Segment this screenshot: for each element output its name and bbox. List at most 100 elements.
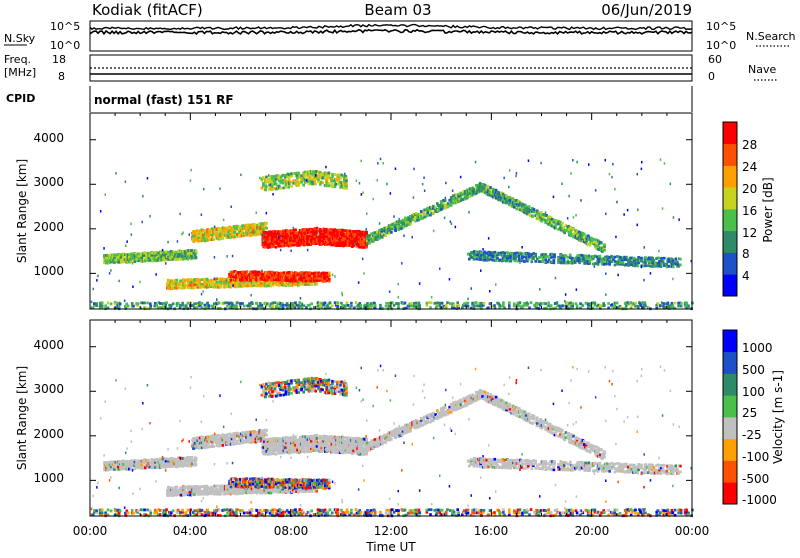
power-speck <box>243 232 245 235</box>
power-cell <box>658 257 661 260</box>
power-cell <box>302 184 305 187</box>
power-cell <box>204 304 207 307</box>
power-speck <box>611 176 613 179</box>
power-cell <box>241 302 244 305</box>
velocity-cell <box>202 436 205 439</box>
power-cell <box>679 264 682 267</box>
power-speck <box>96 279 98 282</box>
power-cell <box>184 282 187 285</box>
beam-label: Beam 03 <box>364 1 431 19</box>
power-speck <box>575 214 577 217</box>
power-cell <box>258 305 261 308</box>
power-speck <box>561 183 563 186</box>
power-cell <box>265 222 268 225</box>
power-speck <box>300 297 302 300</box>
power-speck <box>256 212 258 215</box>
power-speck <box>472 191 474 194</box>
power-speck <box>570 172 572 175</box>
power-speck <box>641 161 643 164</box>
power-speck <box>678 257 680 260</box>
power-cell <box>594 302 597 305</box>
power-cell <box>445 304 448 307</box>
power-cell <box>385 302 388 305</box>
power-cell <box>603 304 606 307</box>
power-speck <box>379 222 381 225</box>
power-cell <box>521 255 524 258</box>
colorbar-swatch <box>723 144 737 166</box>
power-cell <box>569 254 572 257</box>
power-speck <box>315 174 317 177</box>
power-cell <box>271 277 274 280</box>
power-cell <box>534 253 537 256</box>
nave-tick-top: 60 <box>708 53 722 66</box>
colorbar-swatch <box>723 231 737 253</box>
power-cell <box>660 265 663 268</box>
power-cell <box>397 302 400 305</box>
power-ytick-2000: 2000 <box>33 220 64 234</box>
power-cell <box>256 302 259 305</box>
nsky-noise-trace <box>90 25 692 34</box>
power-cell <box>519 301 522 304</box>
power-cell <box>282 179 285 182</box>
power-cell <box>674 302 677 305</box>
power-speck <box>268 174 270 177</box>
nsearch-tick-top: 10^5 <box>706 20 736 33</box>
power-cell <box>496 257 499 260</box>
power-cell <box>335 183 338 186</box>
power-cell <box>584 255 587 258</box>
power-speck <box>302 273 304 276</box>
power-cell <box>409 223 412 226</box>
power-speck <box>595 189 597 192</box>
velocity-cell <box>144 466 147 469</box>
power-cbar-tick-20: 20 <box>742 182 757 196</box>
colorbar-swatch <box>723 187 737 209</box>
power-speck <box>605 159 607 162</box>
velocity-cell <box>223 434 226 437</box>
power-speck <box>545 212 547 215</box>
power-cell <box>236 301 239 304</box>
power-speck <box>475 161 477 164</box>
power-cell <box>553 259 556 262</box>
power-cell <box>337 305 340 308</box>
power-cell <box>282 182 285 185</box>
power-cell <box>282 279 285 282</box>
power-cell <box>507 252 510 255</box>
power-cell <box>561 304 564 307</box>
power-cell <box>384 234 387 237</box>
power-cell <box>533 211 536 214</box>
power-speck <box>617 274 619 277</box>
station-title: Kodiak (fitACF) <box>92 1 203 19</box>
power-speck <box>439 268 441 271</box>
power-speck <box>149 215 151 218</box>
velocity-cell <box>181 462 184 465</box>
power-cell <box>606 255 609 258</box>
power-speck <box>623 213 625 216</box>
power-cell <box>300 180 303 183</box>
nave-label: Nave <box>748 63 776 76</box>
power-cell <box>502 304 505 307</box>
freq-unit-label: [MHz] <box>4 66 36 79</box>
power-cell <box>317 180 320 183</box>
power-speck <box>334 275 336 278</box>
power-cell <box>289 181 292 184</box>
power-cell <box>226 226 229 229</box>
power-cell <box>334 173 337 176</box>
power-cell <box>265 227 268 230</box>
power-cell <box>686 302 689 305</box>
power-cell <box>316 227 319 230</box>
power-cell <box>376 231 379 234</box>
power-speck <box>190 179 192 182</box>
power-cell <box>534 260 537 263</box>
power-speck <box>155 273 157 276</box>
power-cell <box>310 175 313 178</box>
power-ylabel: Slant Range [km] <box>15 159 29 263</box>
power-cell <box>546 255 549 258</box>
power-cell <box>144 259 147 262</box>
power-speck <box>452 190 454 193</box>
power-cell <box>640 257 643 260</box>
power-speck <box>290 250 292 253</box>
power-cell <box>172 302 175 305</box>
power-cell <box>167 251 170 254</box>
power-cell <box>292 244 295 247</box>
power-speck <box>110 269 112 272</box>
